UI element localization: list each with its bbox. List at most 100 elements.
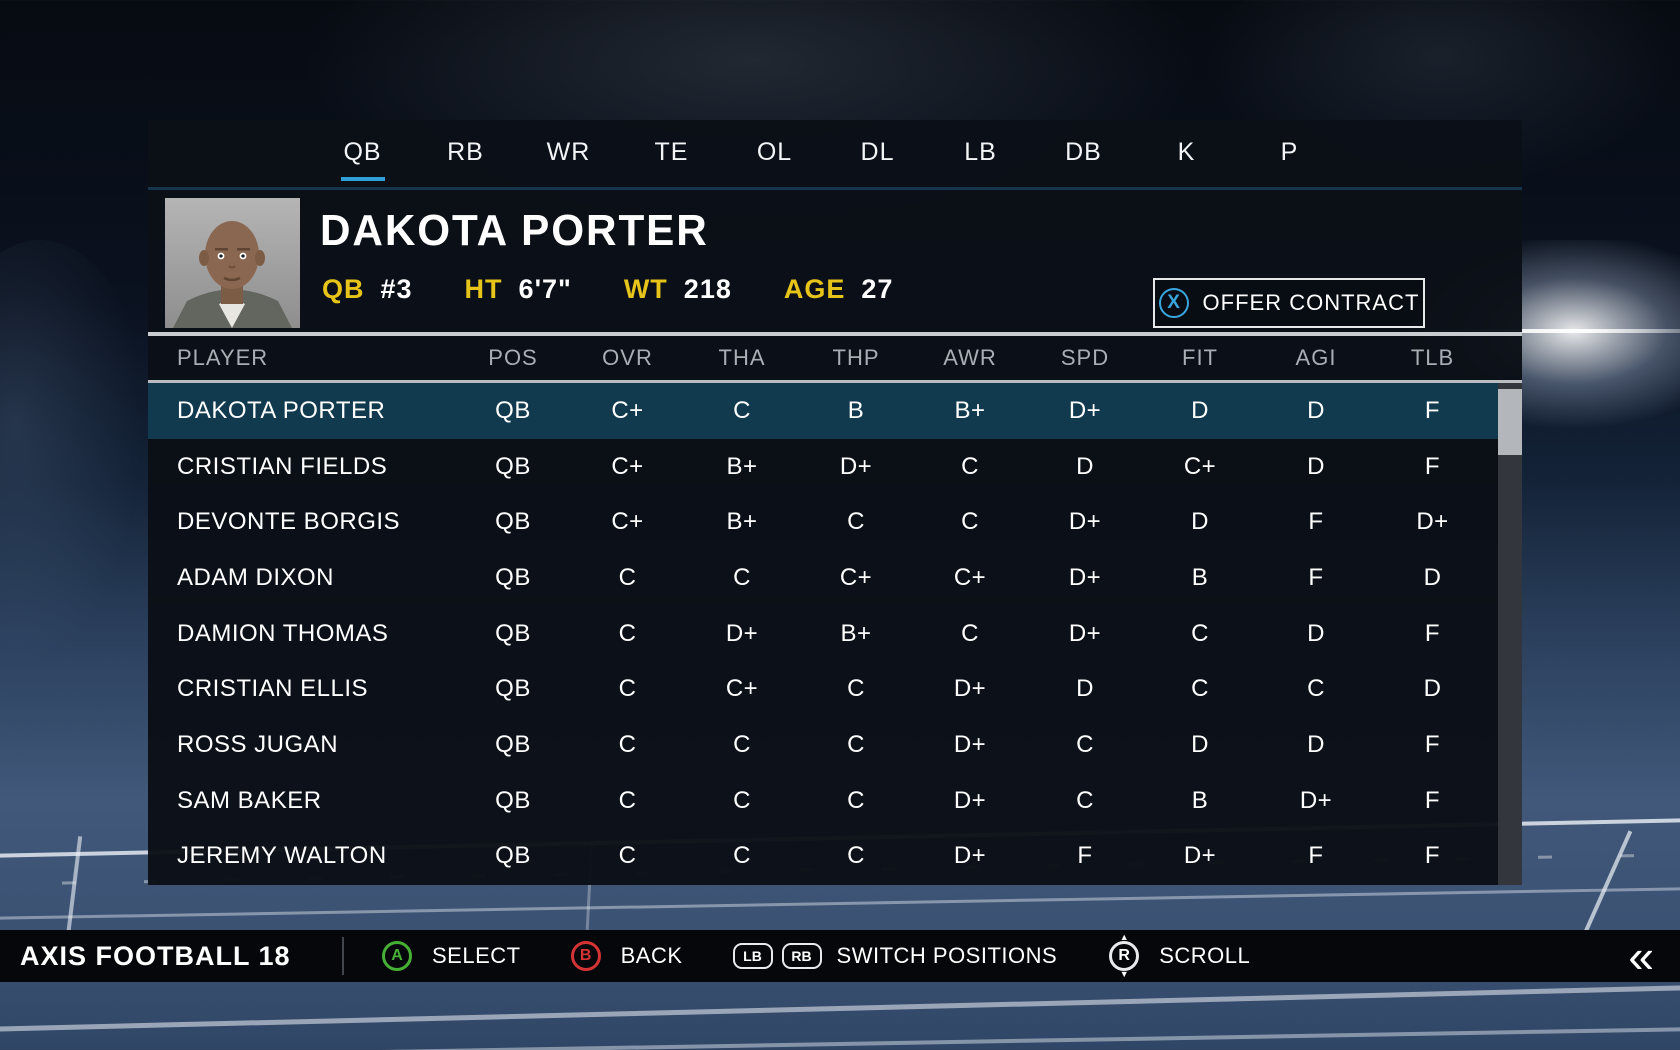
cell-fit: D [1191,508,1209,536]
field-line [0,984,1680,1033]
cell-agi: F [1308,508,1324,536]
lens-flare-streak [1410,329,1680,333]
tab-qb[interactable]: QB [311,120,414,187]
roster-row[interactable]: JEREMY WALTON QB C C C D+ F D+ F F [148,829,1522,885]
column-header-tlb: TLB [1410,345,1455,370]
cell-fit: B [1191,563,1209,591]
cell-awr: C [961,508,979,536]
cell-agi: D [1307,396,1325,424]
age-value: 27 [861,274,894,304]
cell-tlb: D [1423,675,1442,703]
tab-k[interactable]: K [1177,138,1196,166]
cell-player: JEREMY WALTON [177,842,387,870]
cell-fit: C+ [1183,452,1217,480]
cell-tlb: F [1424,730,1441,758]
cell-tha: C+ [725,675,759,703]
tab-wr[interactable]: WR [546,138,591,166]
cell-ovr: C+ [611,508,644,536]
stick-up-arrow: ▲ [1119,932,1129,942]
cell-awr: C [961,619,979,647]
column-header-player: PLAYER [177,345,269,370]
height-label: HT [464,274,503,304]
cell-spd: D+ [1068,508,1102,536]
tab-lb[interactable]: LB [964,138,997,166]
cell-player: CRISTIAN ELLIS [177,675,369,703]
cell-thp: C [847,675,865,703]
hint-switch-positions-label: SWITCH POSITIONS [836,943,1058,968]
cell-pos: QB [495,508,531,536]
scrollbar-track[interactable] [1498,383,1522,885]
tab-dl[interactable]: DL [860,138,895,166]
gamepad-b-button-icon: B [570,941,601,971]
cell-fit: D [1191,396,1209,424]
roster-row[interactable]: ROSS JUGAN QB C C C D+ C D D F [148,717,1522,773]
offer-contract-button[interactable]: X OFFER CONTRACT [1153,278,1425,328]
cell-tlb: F [1424,786,1441,814]
cell-agi: F [1308,842,1324,870]
cell-spd: D+ [1068,619,1102,647]
cell-pos: QB [495,619,531,647]
cell-pos: QB [495,786,531,814]
roster-row[interactable]: CRISTIAN ELLIS QB C C+ C D+ D C C D [148,661,1522,717]
player-portrait [165,198,300,328]
cell-fit: C [1191,619,1209,647]
player-info-row: QB #3 HT 6'7" WT 218 AGE 27 [322,274,945,305]
cell-ovr: C+ [611,396,644,424]
roster-row[interactable]: DAKOTA PORTER QB C+ C B B+ D+ D D F [148,383,1522,439]
cell-tha: B+ [726,508,758,536]
column-header-ovr: OVR [602,345,653,370]
cell-player: ROSS JUGAN [177,730,339,758]
gamepad-lb-button-icon: LB [732,943,773,969]
cell-thp: C [847,786,865,814]
column-header-awr: AWR [943,345,997,370]
cell-player: DAMION THOMAS [177,619,389,647]
cell-fit: C [1191,675,1209,703]
cell-thp: B [847,396,865,424]
cell-fit: D [1191,730,1209,758]
age-label: AGE [783,274,846,304]
cell-agi: D [1307,619,1325,647]
roster-row[interactable]: SAM BAKER QB C C C D+ C B D+ F [148,773,1522,829]
hint-select: A SELECT [382,941,521,971]
cell-tlb: D [1423,563,1442,591]
tab-db[interactable]: DB [1065,138,1102,166]
cell-agi: D [1307,730,1325,758]
scrollbar-thumb[interactable] [1498,389,1522,455]
roster-row[interactable]: ADAM DIXON QB C C C+ C+ D+ B F D [148,550,1522,606]
tab-rb[interactable]: RB [447,138,484,166]
cell-agi: D+ [1299,786,1333,814]
cell-thp: C+ [839,563,873,591]
field-line [0,1026,1680,1050]
roster-row[interactable]: DAMION THOMAS QB C D+ B+ C D+ C D F [148,606,1522,662]
stadium-light-glow [0,240,160,700]
cell-tha: D+ [725,619,759,647]
cell-pos: QB [495,563,531,591]
cell-agi: D [1307,452,1325,480]
cell-fit: B [1191,786,1209,814]
tab-p[interactable]: P [1280,138,1299,166]
tab-te[interactable]: TE [654,138,689,166]
cell-ovr: C+ [611,452,644,480]
cell-thp: D+ [839,452,873,480]
gamepad-rb-button-icon: RB [781,943,822,969]
collapse-chevrons-icon[interactable]: « [1628,930,1654,982]
roster-rows: DAKOTA PORTER QB C+ C B B+ D+ D D F CRIS… [148,383,1522,885]
selected-player-card: DAKOTA PORTER QB #3 HT 6'7" WT 218 AGE 2… [148,190,1522,332]
hint-scroll-label: SCROLL [1159,943,1251,968]
roster-row[interactable]: DEVONTE BORGIS QB C+ B+ C C D+ D F D+ [148,494,1522,550]
column-header-fit: FIT [1182,345,1218,370]
cell-thp: B+ [840,619,872,647]
cell-pos: QB [495,452,531,480]
cell-ovr: C [618,675,637,703]
cell-pos: QB [495,842,531,870]
cell-spd: C [1076,786,1094,814]
column-header-thp: THP [832,345,880,370]
cell-awr: D+ [953,730,987,758]
cell-tha: C [733,786,751,814]
cell-tha: B+ [726,452,758,480]
cell-player: SAM BAKER [177,786,322,814]
player-position-label: QB [322,274,365,304]
tab-ol[interactable]: OL [756,138,793,166]
roster-row[interactable]: CRISTIAN FIELDS QB C+ B+ D+ C D C+ D F [148,439,1522,495]
cell-spd: D [1076,452,1094,480]
